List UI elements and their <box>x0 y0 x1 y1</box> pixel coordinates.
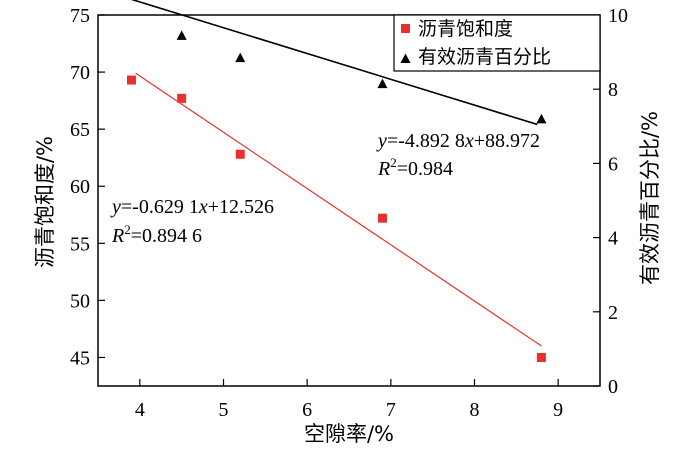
right-y-tick-label: 8 <box>608 79 618 101</box>
r-var: R <box>111 225 124 247</box>
effective-fit-line <box>130 0 538 126</box>
effective-point <box>235 52 246 63</box>
r-value: =0.894 6 <box>131 225 202 247</box>
legend-square-marker <box>401 24 410 33</box>
x-tick-label: 7 <box>386 399 396 421</box>
x-axis: 4 5 6 7 8 9 <box>135 379 563 421</box>
saturation-point <box>177 93 187 103</box>
x-tick-label: 8 <box>470 399 480 421</box>
right-y-tick-label: 10 <box>608 5 628 27</box>
data-points <box>126 30 547 362</box>
x-tick-label: 5 <box>219 399 229 421</box>
effective-fit-r2: R2=0.984 <box>377 155 453 180</box>
saturation-point <box>235 149 245 159</box>
saturation-point <box>536 352 546 362</box>
saturation-point <box>377 213 387 223</box>
right-y-tick-label: 0 <box>608 376 618 398</box>
legend: 沥青饱和度 有效沥青百分比 <box>393 14 601 72</box>
eq-part2: +12.526 <box>208 196 274 218</box>
right-y-tick-label: 6 <box>608 153 618 175</box>
x-tick-label: 9 <box>553 399 563 421</box>
eq-part1: =-4.892 8 <box>387 130 465 152</box>
legend-label-saturation: 沥青饱和度 <box>418 18 513 40</box>
eq-y-var: y <box>376 130 387 152</box>
effective-point <box>536 113 547 124</box>
effective-fit-equation: y=-4.892 8x+88.972 <box>376 130 540 152</box>
r-exp: 2 <box>124 222 131 237</box>
right-y-axis: 0 2 4 6 8 10 <box>593 5 628 398</box>
effective-point <box>377 78 388 89</box>
left-y-tick-label: 50 <box>70 290 90 312</box>
r-exp: 2 <box>390 155 397 170</box>
saturation-fit-r2: R2=0.894 6 <box>111 222 202 247</box>
left-y-tick-label: 60 <box>70 176 90 198</box>
saturation-fit-equation: y=-0.629 1x+12.526 <box>110 196 274 218</box>
r-value: =0.984 <box>397 158 453 180</box>
legend-label-effective: 有效沥青百分比 <box>418 46 551 68</box>
eq-x-var: x <box>464 130 474 152</box>
saturation-fit-line <box>135 72 542 347</box>
left-y-tick-label: 55 <box>70 233 90 255</box>
eq-x-var: x <box>198 196 208 218</box>
eq-part2: +88.972 <box>474 130 540 152</box>
x-tick-label: 6 <box>302 399 312 421</box>
right-y-tick-label: 4 <box>608 228 618 250</box>
r-var: R <box>377 158 390 180</box>
x-tick-label: 4 <box>135 399 145 421</box>
left-y-tick-label: 45 <box>70 347 90 369</box>
left-y-tick-label: 75 <box>70 5 90 27</box>
eq-part1: =-0.629 1 <box>121 196 199 218</box>
legend-triangle-marker <box>400 53 411 63</box>
left-y-tick-label: 65 <box>70 119 90 141</box>
right-y-tick-label: 2 <box>608 302 618 324</box>
legend-box <box>393 14 601 72</box>
right-y-axis-title: 有效沥青百分比/% <box>638 111 662 285</box>
saturation-point <box>126 75 136 85</box>
fit-lines <box>130 0 542 347</box>
plot-frame <box>97 14 601 387</box>
eq-y-var: y <box>110 196 121 218</box>
effective-point <box>176 30 187 40</box>
left-y-tick-label: 70 <box>70 62 90 84</box>
left-y-axis: 45 50 55 60 65 70 75 <box>70 5 105 369</box>
left-y-axis-title: 沥青饱和度/% <box>33 136 57 268</box>
x-axis-title: 空隙率/% <box>304 422 394 446</box>
